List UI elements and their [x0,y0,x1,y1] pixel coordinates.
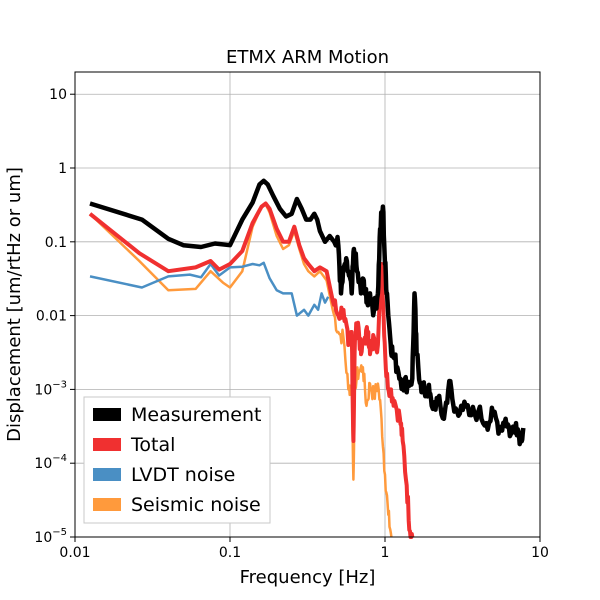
legend-label: Total [130,434,175,456]
y-tick-label: 0.1 [45,235,67,251]
y-tick-exponent: −3 [52,379,67,390]
y-axis-label: Displacement [um/rtHz or um] [4,167,25,442]
legend-label: Seismic noise [131,494,261,516]
y-tick-label: 10−4 [34,453,67,472]
y-tick-label: 10−3 [34,379,67,398]
legend-swatch [93,498,121,511]
x-tick-label: 0.1 [219,545,241,561]
plot-frame [74,71,541,538]
x-axis-label: Frequency [Hz] [240,567,376,588]
y-tick-label: 10−5 [34,527,67,546]
legend-swatch [93,468,121,481]
x-tick-label: 10 [531,545,549,561]
legend: Measurement Total LVDT noise Seismic noise [83,396,271,524]
y-tick-exponent: −4 [52,453,67,464]
legend-label: LVDT noise [131,464,235,486]
series-layer [88,178,526,539]
grid-lines [75,72,540,537]
chart-title: ETMX ARM Motion [226,47,389,68]
y-tick-base: 10 [34,456,52,472]
y-tick-exponent: −5 [52,527,67,538]
legend-label: Measurement [131,404,261,426]
y-tick-base: 10 [34,530,52,546]
series-line-total [88,201,415,539]
legend-swatch [93,438,121,451]
x-tick-label: 1 [381,545,390,561]
y-tick-base: 10 [34,382,52,398]
y-tick-label: 0.01 [36,309,67,325]
x-tick-label: 0.01 [59,545,90,561]
legend-swatch [93,408,121,421]
series-line-lvdt-noise [89,261,330,317]
y-tick-label: 1 [58,161,67,177]
y-tick-label: 10 [49,87,67,103]
series-line-measurement [89,178,526,447]
